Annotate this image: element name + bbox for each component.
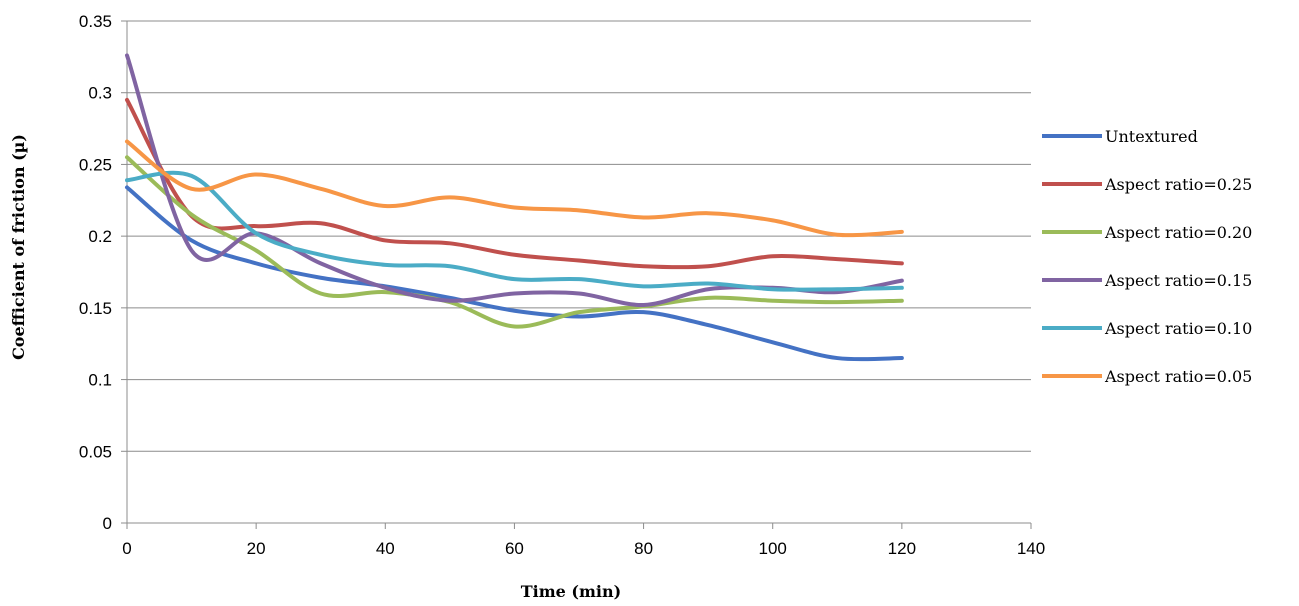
legend-label-aspect-ratio-0-15: Aspect ratio=0.15: [1104, 271, 1252, 290]
x-tick-label: 80: [634, 539, 653, 558]
y-tick-label: 0.3: [88, 84, 112, 103]
y-tick-label: 0: [103, 514, 112, 533]
x-tick-label: 20: [247, 539, 266, 558]
axes: 0 0.05 0.1 0.15 0.2 0.25 0.3 0.35 0 20 40 60 80 100 12…: [79, 12, 1045, 558]
x-tick-label: 40: [376, 539, 395, 558]
x-axis-title: Time (min): [521, 582, 621, 601]
y-tick-label: 0.05: [79, 442, 112, 461]
series-line-aspect-ratio-0-05: [125, 139, 904, 238]
y-tick-label: 0.15: [79, 299, 112, 318]
legend-label-aspect-ratio-0-10: Aspect ratio=0.10: [1104, 319, 1252, 338]
x-tick-label: 0: [122, 539, 131, 558]
series-lines: [125, 53, 904, 362]
y-tick-label: 0.35: [79, 12, 112, 31]
legend-label-untextured: Untextured: [1105, 127, 1198, 146]
x-tick-label: 140: [1017, 539, 1045, 558]
legend-label-aspect-ratio-0-25: Aspect ratio=0.25: [1104, 175, 1252, 194]
x-tick-label: 100: [759, 539, 787, 558]
y-tick-label: 0.1: [88, 371, 112, 390]
series-line-aspect-ratio-0-10: [125, 170, 904, 292]
y-tick-label: 0.25: [79, 155, 112, 174]
legend-label-aspect-ratio-0-05: Aspect ratio=0.05: [1104, 367, 1252, 386]
x-tick-label: 60: [505, 539, 524, 558]
x-tick-label: 120: [888, 539, 916, 558]
legend-label-aspect-ratio-0-20: Aspect ratio=0.20: [1104, 223, 1252, 242]
series-line-untextured: [125, 185, 904, 362]
y-tick-label: 0.2: [88, 227, 112, 246]
series-line-aspect-ratio-0-20: [125, 155, 904, 329]
y-axis-title: Coefficient of friction (µ): [9, 134, 28, 360]
legend: Untextured Aspect ratio=0.25 Aspect ratio=…: [1042, 127, 1252, 386]
gridlines: [127, 20, 1031, 452]
